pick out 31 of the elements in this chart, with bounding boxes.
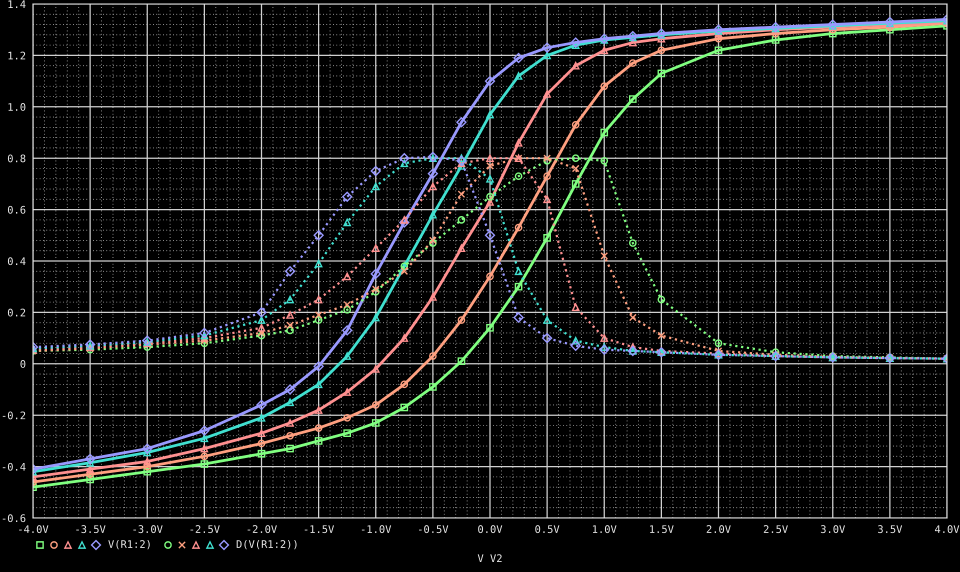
y-tick-label: 1.4 <box>8 0 26 8</box>
y-tick-label: -0.4 <box>2 462 26 471</box>
x-tick-label: 1.5V <box>650 525 674 534</box>
x-tick-label: -3.0V <box>133 525 163 534</box>
x-tick-label: 0.5V <box>535 525 560 534</box>
x-axis-title: V V2 <box>478 554 502 562</box>
x-tick-label: -2.5V <box>190 525 220 534</box>
y-tick-label: 0.2 <box>8 308 26 317</box>
y-tick-label: 0.8 <box>8 154 26 162</box>
y-tick-label: 1.0 <box>8 103 26 111</box>
x-tick-label: 3.5V <box>878 525 902 534</box>
x-tick-label: -0.5V <box>419 525 448 534</box>
legend-label: D(V(R1:2)) <box>236 540 297 550</box>
x-tick-label: -2.0V <box>248 525 277 534</box>
x-tick-label: -3.5V <box>76 525 106 534</box>
y-tick-label: 1.2 <box>8 52 26 60</box>
y-tick-label: -0.2 <box>2 411 26 420</box>
x-tick-label: -1.5V <box>304 525 334 534</box>
x-tick-label: 2.0V <box>706 525 731 534</box>
x-tick-label: 4.0V <box>934 525 960 534</box>
y-tick-label: 0 <box>20 360 26 368</box>
y-tick-label: -0.6 <box>2 514 26 522</box>
x-tick-label: 0.0V <box>478 525 502 534</box>
x-tick-label: -1.0V <box>362 525 392 534</box>
legend-label: V(R1:2) <box>108 540 150 550</box>
x-tick-label: 3.0V <box>820 525 846 534</box>
x-tick-label: -4.0V <box>19 525 48 534</box>
x-tick-label: 1.0V <box>592 525 617 534</box>
x-tick-label: 2.5V <box>764 525 788 534</box>
y-tick-label: 0.6 <box>8 206 26 214</box>
y-tick-label: 0.4 <box>8 257 26 266</box>
